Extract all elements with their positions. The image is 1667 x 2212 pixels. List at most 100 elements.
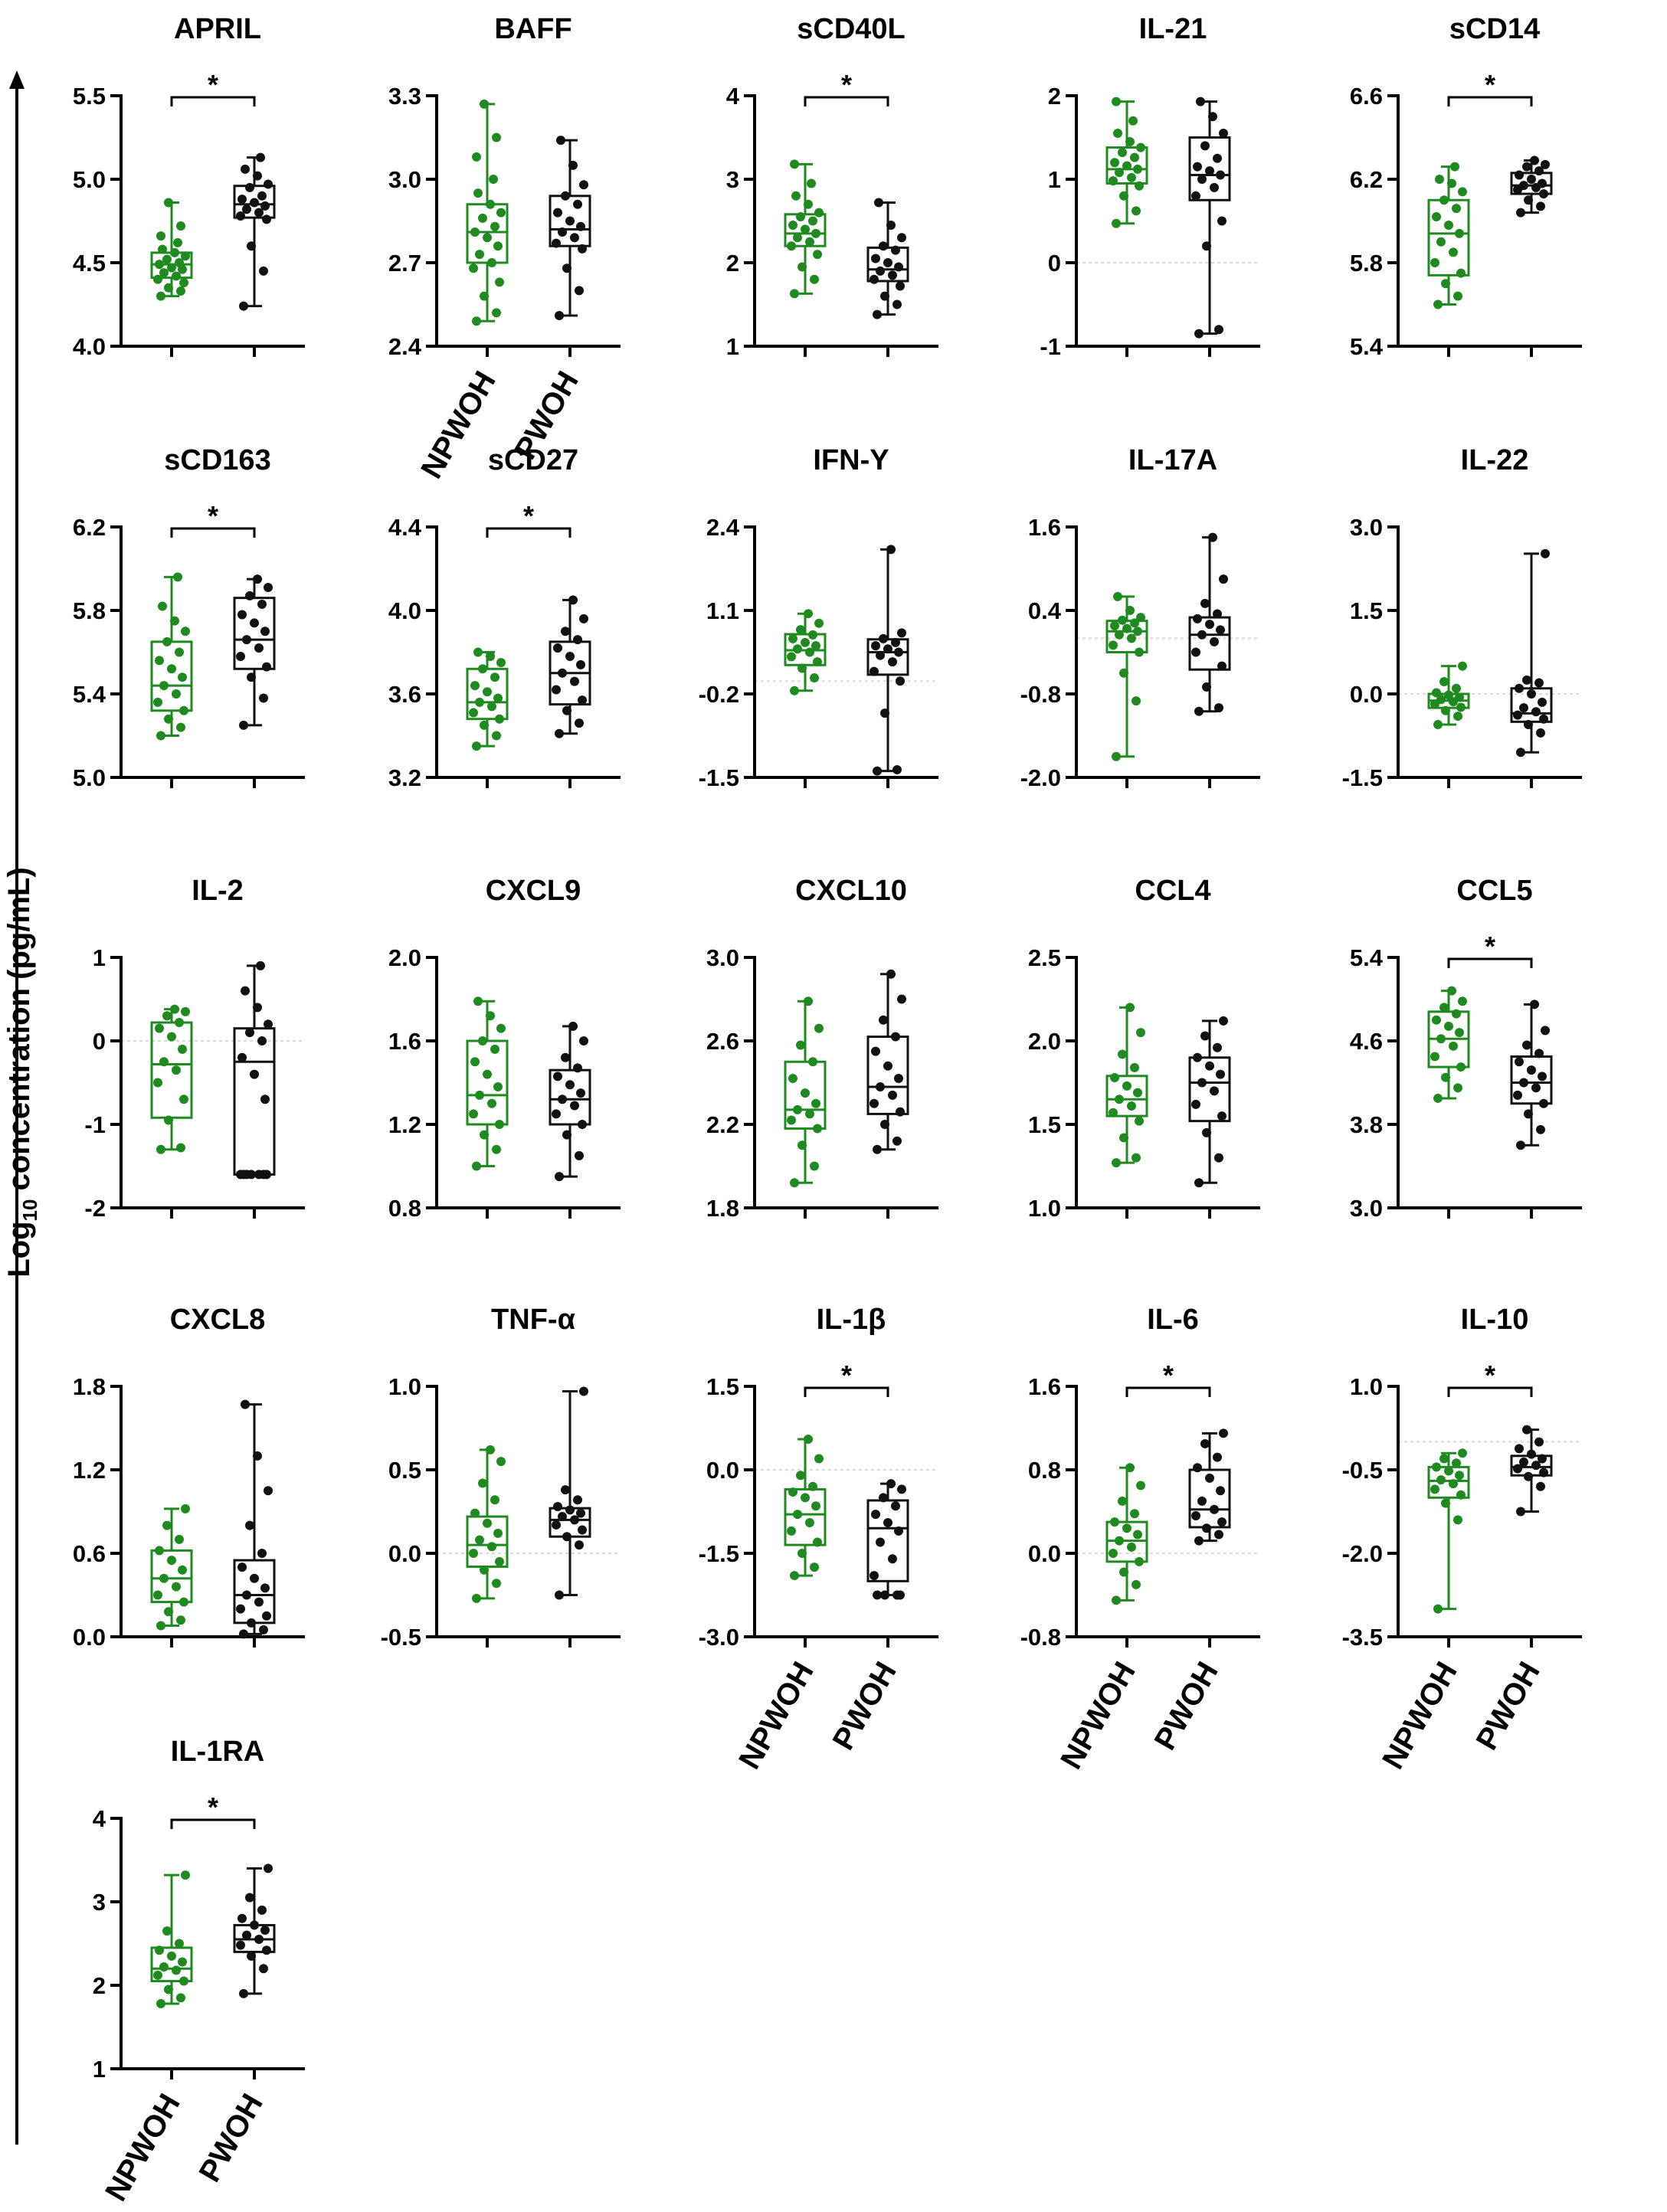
data-point xyxy=(561,191,570,201)
panel-cxcl8: CXCL8 0.0 0.6 1.2 1.8 xyxy=(73,1304,305,1651)
data-point xyxy=(1516,748,1525,758)
data-point xyxy=(239,1629,248,1639)
box-npwoh xyxy=(150,572,193,788)
data-point xyxy=(156,731,165,741)
data-point xyxy=(1122,161,1132,171)
significance-bracket: * xyxy=(804,69,889,106)
data-point xyxy=(790,686,799,695)
data-point xyxy=(813,1124,822,1134)
data-point xyxy=(478,1478,487,1488)
panel-title: IL-17A xyxy=(1128,444,1217,476)
data-point xyxy=(579,614,588,623)
data-point xyxy=(897,628,906,638)
data-point xyxy=(879,1493,888,1503)
box-npwoh xyxy=(1427,1448,1470,1648)
data-point xyxy=(260,1583,270,1593)
iqr-box xyxy=(150,1549,193,1604)
data-point xyxy=(558,227,567,237)
data-point xyxy=(1534,678,1544,688)
data-point xyxy=(179,1597,188,1607)
data-point xyxy=(487,702,496,712)
panel-il-2: IL-2 -2 -1 0 1 xyxy=(84,875,305,1222)
data-point xyxy=(496,1023,506,1033)
data-point xyxy=(164,1985,173,1994)
data-point xyxy=(480,1130,489,1140)
data-point xyxy=(1530,1000,1539,1009)
significance-star: * xyxy=(1163,1360,1174,1391)
data-point xyxy=(492,133,501,142)
data-point xyxy=(1455,1028,1464,1038)
data-point xyxy=(1513,1464,1522,1474)
data-point xyxy=(1130,618,1139,628)
y-tick-label: 5.0 xyxy=(73,166,106,193)
group-label-pwoh: PWOH xyxy=(193,2089,270,2188)
group-label-npwoh: NPWOH xyxy=(732,1657,820,1775)
y-tick-label: 1.0 xyxy=(1028,1195,1061,1222)
panel-il-17a: IL-17A -2.0 -0.8 0.4 1.6 xyxy=(1020,444,1260,791)
data-point xyxy=(801,1493,810,1503)
y-tick-label: 2 xyxy=(93,1972,106,1999)
data-point xyxy=(162,636,172,646)
data-point xyxy=(264,1486,273,1496)
data-point xyxy=(1125,1003,1135,1013)
data-point xyxy=(873,1590,882,1600)
panel-title: IL-6 xyxy=(1147,1304,1199,1336)
data-point xyxy=(1112,1158,1121,1168)
data-point xyxy=(496,208,506,218)
y-tick-label: 4.4 xyxy=(388,514,422,541)
data-point xyxy=(1132,1579,1141,1589)
data-point xyxy=(1208,112,1217,122)
data-point xyxy=(175,1534,184,1544)
iqr-box xyxy=(1510,1055,1553,1105)
panel-title: IL-1RA xyxy=(171,1736,264,1768)
significance-star: * xyxy=(1485,69,1495,100)
data-point xyxy=(796,1040,805,1050)
data-point xyxy=(1132,1153,1141,1163)
data-point xyxy=(1210,182,1219,192)
data-point xyxy=(1519,181,1528,191)
data-point xyxy=(242,1170,251,1180)
data-point xyxy=(1432,1462,1441,1472)
data-point xyxy=(1432,212,1441,222)
data-point xyxy=(565,1505,575,1515)
data-point xyxy=(1435,175,1444,184)
data-point xyxy=(879,1015,888,1025)
iqr-box xyxy=(1105,146,1148,185)
data-point xyxy=(811,1501,820,1511)
data-point xyxy=(1444,1466,1453,1476)
data-point xyxy=(810,1161,819,1171)
box-npwoh xyxy=(1427,661,1470,788)
data-point xyxy=(1453,1083,1462,1093)
data-point xyxy=(556,136,565,146)
data-point xyxy=(493,241,503,251)
y-tick-label: 2.4 xyxy=(706,514,740,541)
data-point xyxy=(1449,247,1458,257)
data-point xyxy=(796,212,805,222)
data-point xyxy=(801,224,810,234)
data-point xyxy=(1122,1523,1132,1533)
data-point xyxy=(1214,1530,1223,1540)
data-point xyxy=(1217,1111,1227,1121)
data-point xyxy=(797,1549,807,1558)
data-point xyxy=(1538,178,1547,188)
y-tick-label: 1.2 xyxy=(73,1457,106,1484)
data-point xyxy=(1202,1523,1211,1533)
data-point xyxy=(1441,705,1450,715)
data-point xyxy=(870,666,879,676)
data-point xyxy=(492,1144,501,1154)
y-axis-title-rest: concentration (pg/mL) xyxy=(2,867,36,1199)
data-point xyxy=(1452,1458,1461,1468)
iqr-box xyxy=(1188,1056,1231,1123)
y-tick-label: 2 xyxy=(1048,83,1061,110)
data-point xyxy=(871,1510,880,1520)
data-point xyxy=(876,1537,885,1547)
y-tick-label: 0 xyxy=(93,1028,106,1055)
data-point xyxy=(1119,191,1128,201)
data-point xyxy=(259,1625,268,1634)
data-point xyxy=(575,718,584,728)
y-axis-title-log: Log xyxy=(2,1221,36,1277)
data-point xyxy=(1110,158,1119,168)
data-point xyxy=(470,1057,480,1067)
y-tick-label: 0.0 xyxy=(706,1457,739,1484)
data-point xyxy=(247,241,256,251)
